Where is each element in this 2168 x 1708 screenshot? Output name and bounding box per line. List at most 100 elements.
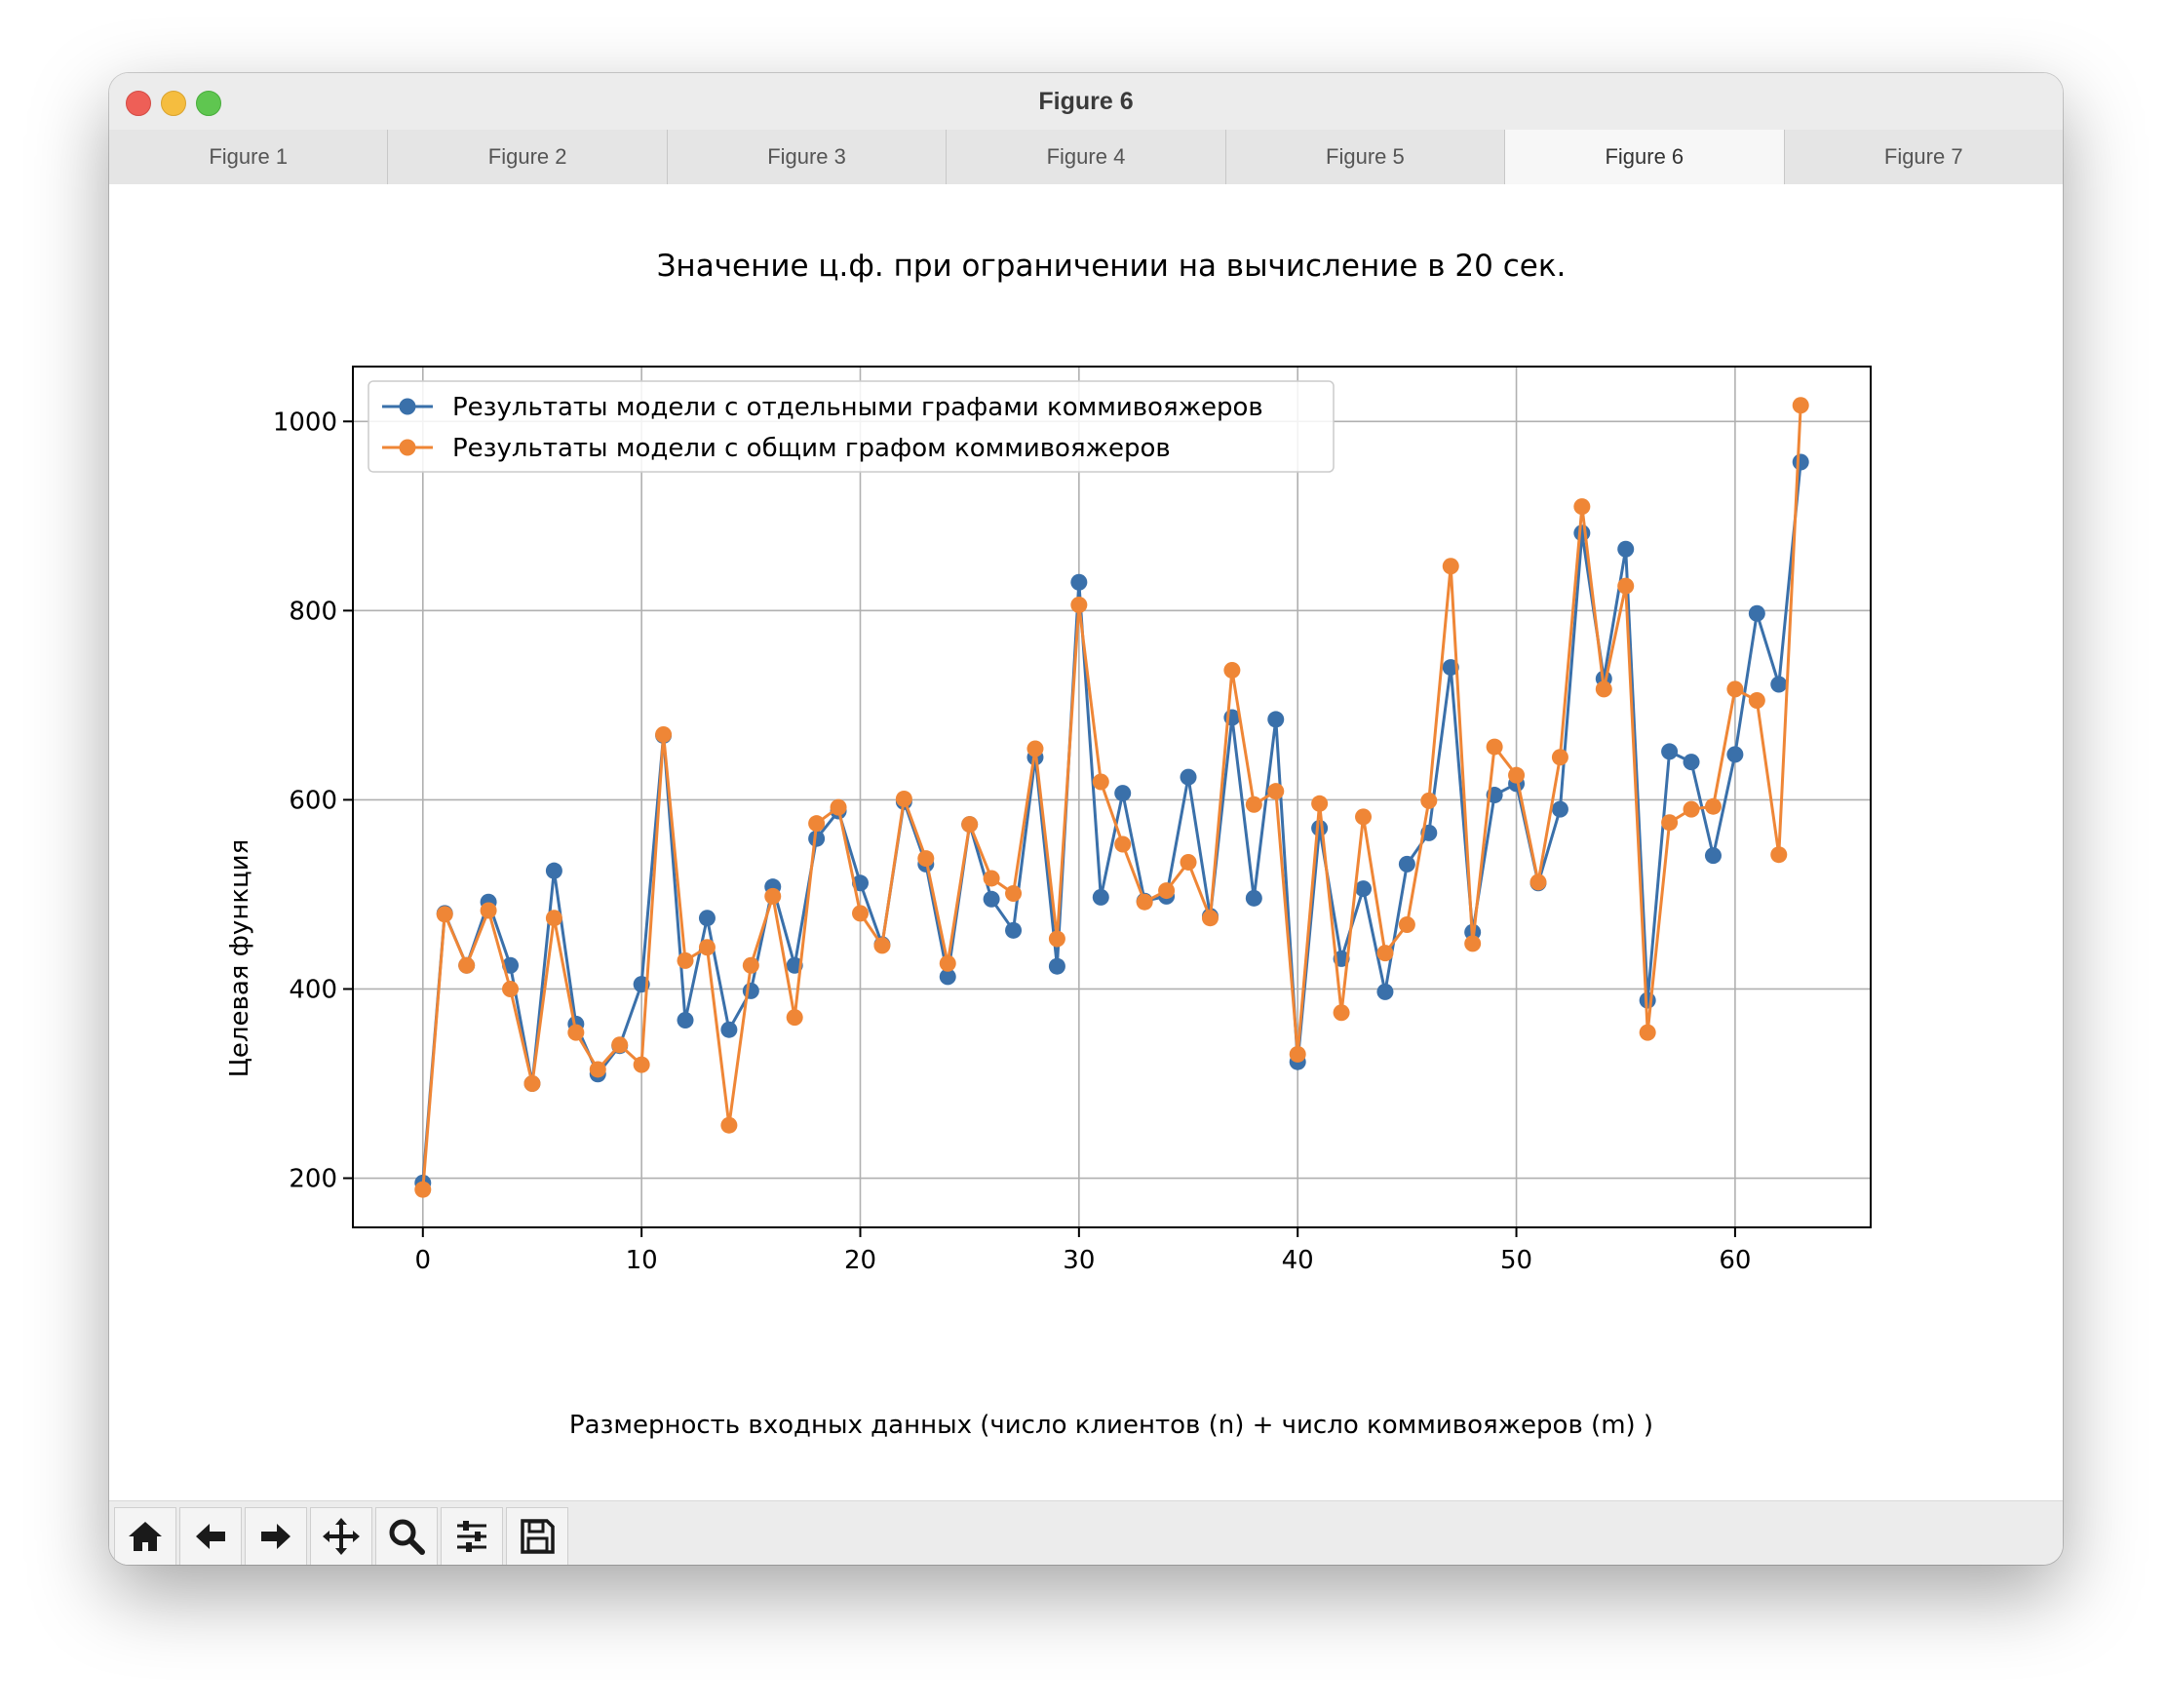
data-point [764,887,782,905]
x-tick-label: 30 [1063,1246,1095,1275]
figure-canvas: Значение ц.ф. при ограничении на вычисле… [109,184,2063,1500]
data-point [1770,676,1788,693]
data-point [742,982,759,999]
legend-marker [399,398,416,415]
tab-figure-6[interactable]: Figure 6 [1505,130,1785,184]
y-tick-label: 800 [289,597,337,626]
minimize-window-button[interactable] [161,91,186,116]
data-point [1048,930,1065,948]
configure-sliders-icon [457,1521,486,1552]
data-point [851,905,869,922]
data-point [589,1061,606,1078]
data-point [1617,540,1635,558]
data-point [1180,768,1197,786]
y-tick-label: 600 [289,786,337,815]
data-point [873,937,891,954]
tab-figure-3[interactable]: Figure 3 [667,130,948,184]
data-point [545,862,562,879]
zoom-magnifier-button[interactable] [375,1507,438,1565]
tab-figure-5[interactable]: Figure 5 [1225,130,1506,184]
data-point [1201,910,1219,927]
data-point [545,910,562,927]
x-tick-label: 10 [626,1246,658,1275]
window-title: Figure 6 [1038,88,1134,115]
navigation-toolbar [109,1500,2063,1565]
data-point [1748,604,1765,622]
data-point [436,906,453,923]
data-point [786,1009,803,1027]
data-point [1114,785,1132,802]
tab-figure-1[interactable]: Figure 1 [109,130,389,184]
data-point [1005,884,1023,902]
close-window-button[interactable] [126,91,151,116]
tab-figure-2[interactable]: Figure 2 [388,130,668,184]
data-point [895,790,912,807]
back-arrow-icon [196,1524,225,1549]
data-point [1639,1024,1656,1041]
data-point [1748,692,1765,710]
data-point [1376,945,1394,962]
data-point [611,1036,629,1054]
x-tick-label: 0 [415,1246,432,1275]
figure-tab-bar: Figure 1 Figure 2 Figure 3 Figure 4 Figure 5… [109,130,2063,185]
data-point [1398,915,1415,933]
data-point [1704,797,1722,815]
data-point [414,1181,432,1198]
data-point [1005,921,1023,939]
data-point [1311,820,1329,837]
data-point [1048,957,1065,975]
data-point [1595,680,1612,698]
data-point [1792,453,1809,471]
configure-sliders-button[interactable] [441,1507,503,1565]
tab-figure-7[interactable]: Figure 7 [1784,130,2063,184]
data-point [1070,573,1088,591]
data-point [1070,597,1088,614]
data-point [1136,893,1153,911]
data-point [1092,888,1109,906]
series-1 [414,453,1809,1191]
data-point [1442,558,1459,575]
legend-box [368,380,1335,473]
data-point [1158,882,1176,900]
data-point [655,725,673,743]
data-point [720,1021,738,1038]
data-point [1333,1004,1350,1022]
data-point [961,816,979,834]
data-point [1311,795,1329,812]
legend-entry: Результаты модели с общим графом коммиво… [382,434,1171,463]
data-point [808,830,826,847]
y-tick-label: 1000 [273,408,337,437]
home-button[interactable] [114,1507,176,1565]
y-tick-label: 200 [289,1165,337,1194]
back-arrow-button[interactable] [179,1507,242,1565]
legend-entry: Результаты модели с отдельными графами к… [382,393,1263,422]
data-point [1223,661,1241,679]
data-point [939,968,956,986]
data-point [1376,983,1394,1000]
data-point [1770,846,1788,864]
legend: Результаты модели с отдельными графами к… [368,380,1335,473]
x-tick-label: 20 [844,1246,876,1275]
y-axis-ticks: 200 400 600 800 1000 [273,408,353,1194]
save-floppy-button[interactable] [506,1507,568,1565]
pan-move-icon [323,1518,360,1555]
zoom-window-button[interactable] [196,91,221,116]
series-line [421,405,1802,1190]
data-point [698,939,716,956]
data-point [983,890,1000,908]
data-point [1245,889,1262,907]
pan-move-button[interactable] [310,1507,372,1565]
title-bar: Figure 6 [109,73,2063,131]
zoom-magnifier-icon [389,1519,425,1555]
tab-figure-4[interactable]: Figure 4 [947,130,1226,184]
data-point [1704,847,1722,865]
forward-arrow-button[interactable] [245,1507,307,1565]
data-point [939,954,956,972]
data-point [1398,855,1415,873]
data-point [1114,835,1132,853]
data-point [1792,397,1809,414]
save-floppy-icon [521,1519,555,1554]
data-point [1508,766,1526,784]
x-axis-label: Размерность входных данных (число клиент… [569,1411,1653,1440]
data-point [1464,935,1482,952]
